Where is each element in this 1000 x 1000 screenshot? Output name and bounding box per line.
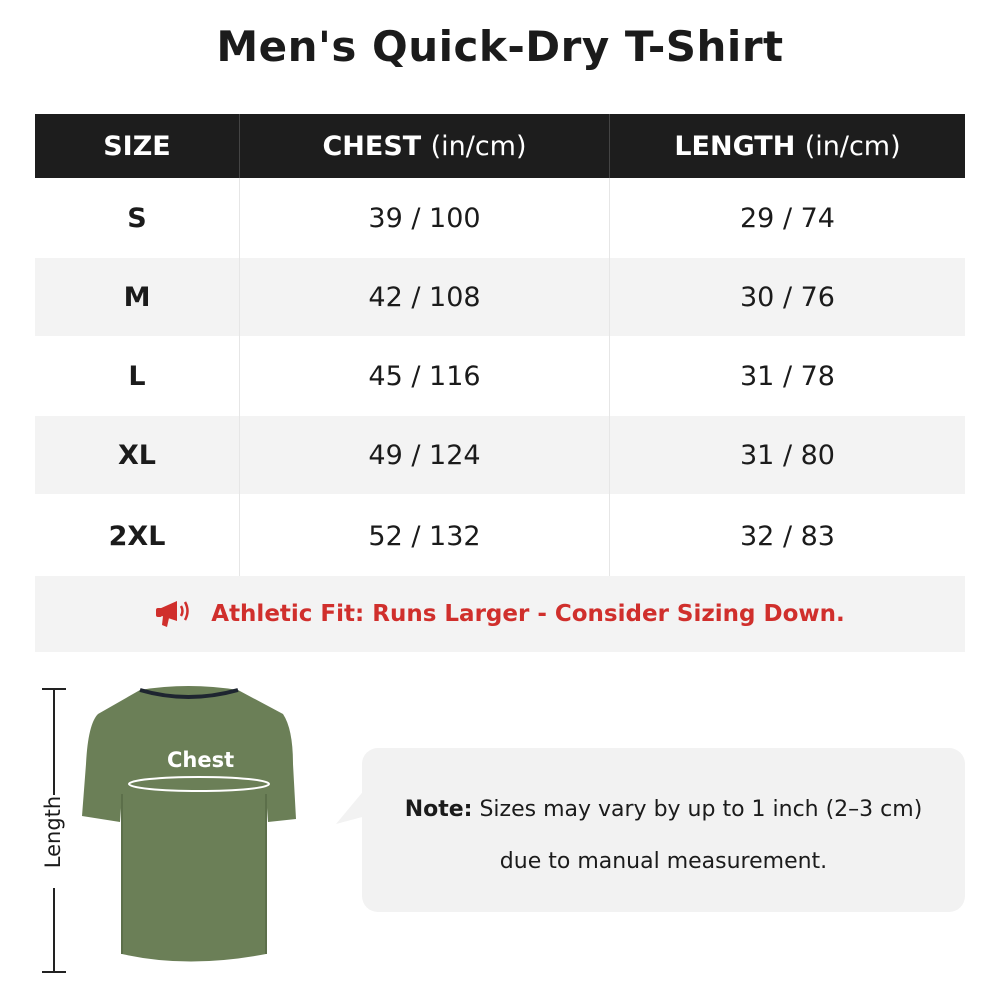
size-cell: M [35, 258, 240, 336]
page-title: Men's Quick-Dry T-Shirt [216, 22, 784, 71]
length-cell: 30 / 76 [609, 258, 965, 336]
chest-cell: 42 / 108 [239, 258, 610, 336]
chest-cell: 45 / 116 [239, 336, 610, 416]
megaphone-icon [156, 601, 190, 627]
header-chest: CHEST (in/cm) [239, 114, 610, 178]
table-row: 2XL 52 / 132 32 / 83 [35, 494, 965, 578]
size-cell: L [35, 336, 240, 416]
chest-label: Chest [167, 748, 235, 772]
table-row: L 45 / 116 31 / 78 [35, 336, 965, 416]
length-cell: 29 / 74 [740, 202, 835, 234]
header-unit: (in/cm) [804, 130, 901, 162]
table-row: M 42 / 108 30 / 76 [35, 258, 965, 336]
length-line [53, 688, 55, 795]
fit-notice: Athletic Fit: Runs Larger - Consider Siz… [35, 576, 965, 652]
header-label: SIZE [103, 130, 171, 162]
note-text: Sizes may vary by up to 1 inch (2–3 cm) [479, 797, 923, 822]
notice-text: Athletic Fit: Runs Larger - Consider Siz… [211, 601, 845, 627]
chest-cell: 39 / 100 [239, 178, 610, 258]
size-cell: S [35, 178, 240, 258]
chest-cell: 52 / 132 [239, 494, 610, 578]
note-line-1: Note: Sizes may vary by up to 1 inch (2–… [362, 784, 965, 836]
note-bubble: Note: Sizes may vary by up to 1 inch (2–… [362, 748, 965, 912]
length-cell: 31 / 78 [740, 360, 835, 392]
header-label: CHEST [322, 130, 422, 162]
table-row: XL 49 / 124 31 / 80 [35, 416, 965, 494]
table-row: S 39 / 100 29 / 74 [35, 178, 965, 258]
header-length: LENGTH (in/cm) [609, 114, 965, 178]
length-line [53, 888, 55, 972]
header-label: LENGTH [674, 130, 796, 162]
note-line-2: due to manual measurement. [499, 849, 828, 874]
length-cell: 32 / 83 [740, 520, 835, 552]
length-tick-bottom [42, 971, 66, 973]
chest-cell: 49 / 124 [239, 416, 610, 494]
table-header-row: SIZE CHEST (in/cm) LENGTH (in/cm) [35, 114, 965, 178]
header-unit: (in/cm) [430, 130, 527, 162]
length-label: Length [41, 795, 65, 869]
size-cell: 2XL [35, 494, 240, 578]
bubble-tail [336, 788, 366, 824]
size-chart-table: SIZE CHEST (in/cm) LENGTH (in/cm) S 39 / … [35, 114, 965, 578]
length-cell: 31 / 80 [609, 416, 965, 494]
tshirt-image [82, 686, 296, 962]
size-cell: XL [35, 416, 240, 494]
note-label: Note: [404, 797, 473, 822]
header-size: SIZE [35, 114, 240, 178]
